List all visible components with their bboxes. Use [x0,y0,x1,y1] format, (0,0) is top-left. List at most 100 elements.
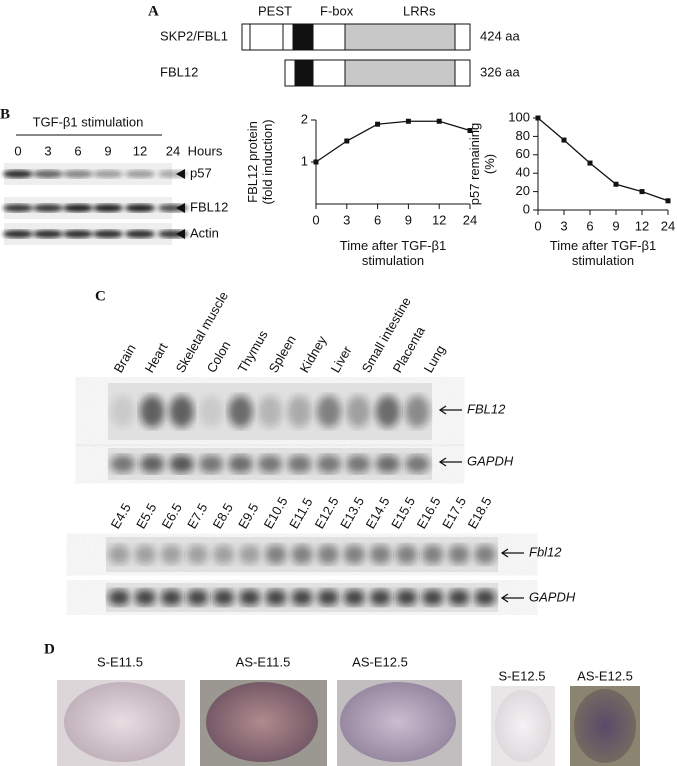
arrowhead [176,169,185,179]
band [316,395,342,428]
lrr-domain [344,23,456,51]
marker [535,115,541,121]
panel-label: B [0,106,10,122]
y-tick-label: 40 [516,165,530,180]
panel-label: D [44,641,55,657]
marker [467,128,473,133]
stage-label: E6.5 [159,501,185,532]
arrowhead [176,229,185,239]
embryo [206,682,318,762]
line [537,117,669,202]
tissue-label: Brain [111,341,139,375]
band [343,544,366,565]
y-tick-label: 60 [516,146,530,161]
x-tick-label: 0 [534,218,541,233]
stage-label: E10.5 [261,494,291,531]
x-tick-label: 6 [374,212,381,227]
band [212,589,235,606]
arrow [438,405,462,415]
band [93,230,123,238]
marker [561,137,567,143]
protein-name: SKP2/FBL1 [160,28,228,43]
x-tick-label: 24 [463,212,477,227]
x-tick-label: 9 [405,212,412,227]
marker [375,121,381,127]
x-tick-label: 12 [432,212,446,227]
hour-label: 24 [166,143,180,158]
stage-label: E16.5 [414,494,444,531]
band [125,204,155,212]
x-tick-label: 9 [612,218,619,233]
image-label: AS-E11.5 [236,654,291,669]
stage-label: E7.5 [184,501,210,532]
hour-label: 9 [104,143,111,158]
band [395,589,418,606]
stage-label: E13.5 [337,494,367,531]
band [228,455,253,473]
hour-label: 6 [74,143,81,158]
x-tick-label: 3 [343,212,350,227]
band [198,455,224,473]
arrow [500,593,524,603]
limb-bud [574,689,636,763]
band [212,544,235,565]
band [93,170,123,178]
band [375,395,401,428]
band [369,589,392,606]
hour-label: 0 [14,143,21,158]
x-tick-label: 6 [586,218,593,233]
domain-label: PEST [258,3,292,18]
band [317,589,340,606]
y-tick-label: 100 [508,109,530,124]
stage-label: E9.5 [235,501,261,532]
band [186,589,209,606]
stage-label: E8.5 [210,501,236,532]
x-axis-label: Time after TGF-β1 stimulation [339,238,447,268]
band [287,455,312,473]
band [139,455,165,473]
band [291,589,313,606]
band [63,170,93,178]
y-tick-label: 1 [301,153,308,168]
band [228,395,253,428]
lrr-domain [344,59,456,87]
band-label: p57 [190,165,212,180]
band [404,455,430,473]
stage-label: E4.5 [108,501,134,532]
y-axis-label-box: p57 remaining (%) [467,123,497,205]
band [317,544,340,565]
band [447,589,470,606]
y-axis-label-box: FBL12 protein (fold induction) [245,119,275,204]
panel-label: A [148,3,159,19]
domain-label: F-box [320,3,354,18]
image-label: S-E12.5 [499,668,546,683]
stage-label: E12.5 [312,494,342,531]
x-tick-label: 0 [312,212,319,227]
stage-label: E11.5 [286,495,315,531]
band [316,455,342,473]
fbox-domain [292,23,314,51]
band [291,544,313,565]
band [257,455,283,473]
band-label: Actin [190,225,219,240]
x-tick-label: 3 [560,218,567,233]
band [447,544,470,565]
band [169,455,195,473]
x-tick-label: 12 [635,218,649,233]
marker [665,198,671,204]
band [160,589,183,606]
band [345,455,371,473]
arrow [500,548,524,558]
embryo [340,682,456,762]
band [345,395,371,428]
band [238,544,261,565]
y-tick-label: 0 [523,201,530,216]
band [186,544,209,565]
charts: 12 0 3 6 9 12 24 Time after TGF-β1 stimulation F… [245,109,675,268]
image-label: AS-E12.5 [352,654,408,669]
band [421,589,444,606]
band [33,170,63,178]
band [125,170,155,178]
hour-label: 12 [133,143,147,158]
